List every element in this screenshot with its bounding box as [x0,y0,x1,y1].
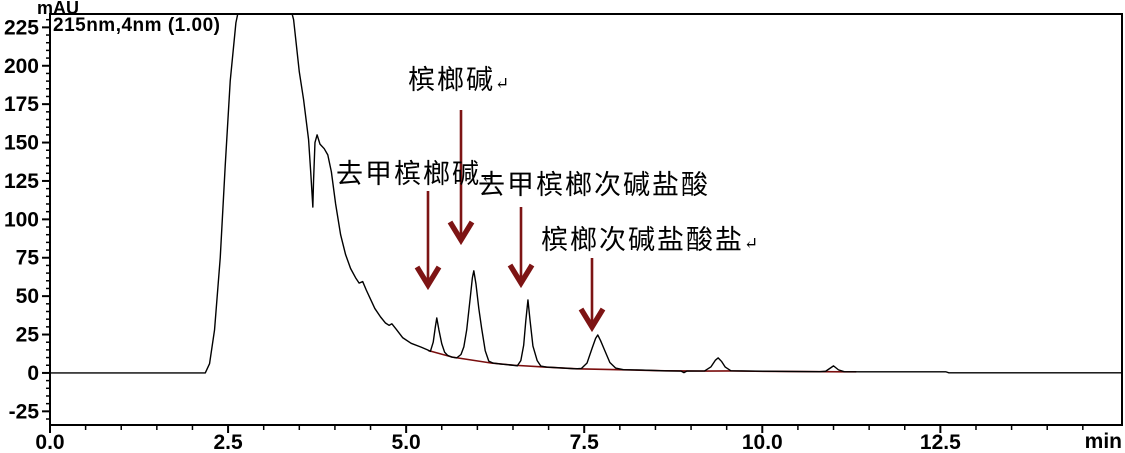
svg-text:200: 200 [4,55,39,78]
return-mark-icon: ↵ [481,168,496,187]
x-axis-unit-label: min [1084,430,1122,453]
peak-label-norarecoline-text: 去甲槟榔碱 [336,159,481,189]
svg-text:25: 25 [16,324,40,347]
peak-label-arecoline-text: 槟榔碱 [408,65,495,95]
svg-text:75: 75 [16,247,40,270]
peak-label-norarecoline: 去甲槟榔碱↵ [336,152,495,191]
detector-channel-label: 215nm,4nm (1.00) [53,15,221,36]
svg-text:-25: -25 [9,400,40,423]
svg-text:2.5: 2.5 [213,431,243,453]
return-mark-icon: ↵ [495,74,510,93]
svg-text:10.0: 10.0 [742,431,783,453]
svg-text:225: 225 [4,16,39,39]
svg-text:125: 125 [4,170,39,193]
peak-label-arecaidine-hcl: 槟榔次碱盐酸盐↵ [541,218,758,257]
svg-text:175: 175 [4,93,39,116]
svg-text:0.0: 0.0 [35,431,64,453]
peak-label-norarecaidine-hcl-text: 去甲槟榔次碱盐酸 [478,170,710,200]
peak-label-norarecaidine-hcl: 去甲槟榔次碱盐酸 [478,163,710,202]
peak-label-arecaidine-hcl-text: 槟榔次碱盐酸盐 [541,225,744,255]
svg-text:5.0: 5.0 [392,431,421,453]
svg-text:0: 0 [27,362,39,385]
svg-text:100: 100 [4,208,39,231]
svg-text:7.5: 7.5 [570,431,600,453]
peak-label-arecoline: 槟榔碱↵ [408,58,509,97]
svg-text:150: 150 [4,132,39,155]
svg-text:50: 50 [16,285,39,308]
svg-text:12.5: 12.5 [920,431,961,453]
return-mark-icon: ↵ [744,234,759,253]
